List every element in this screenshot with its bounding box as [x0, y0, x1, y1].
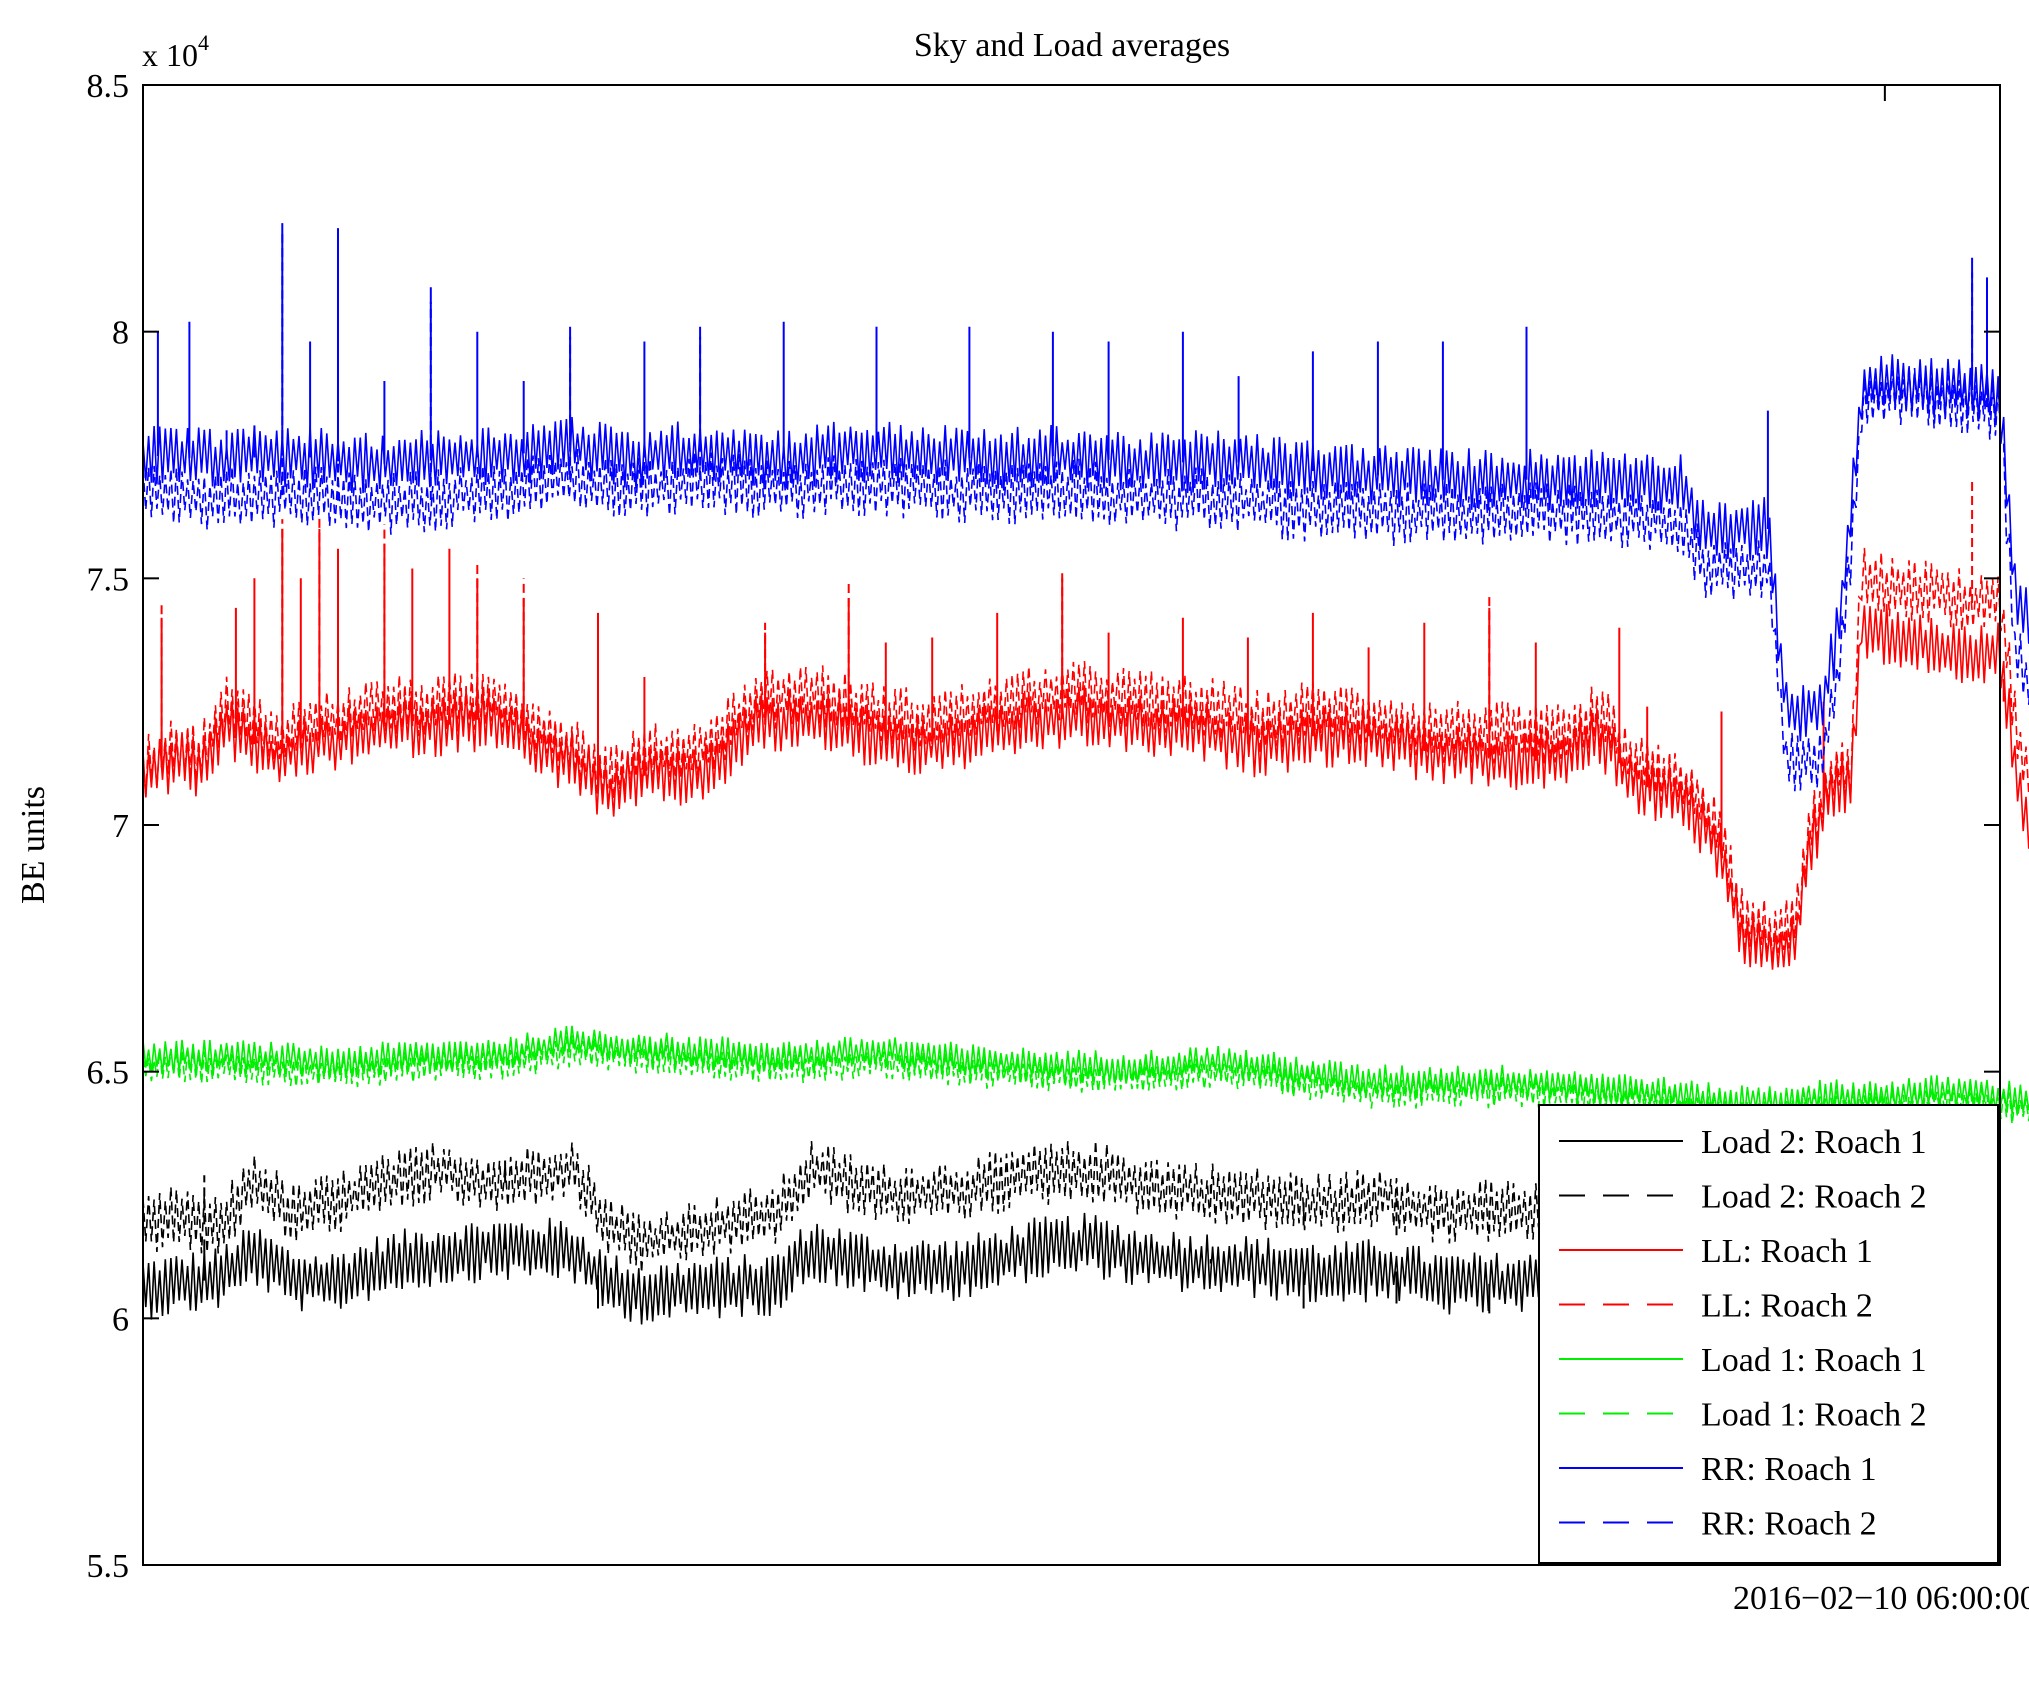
- series-5: [142, 1025, 2029, 1118]
- series-line: [142, 1034, 2029, 1127]
- y-exponent-power: 4: [198, 30, 209, 55]
- series-1: [142, 1212, 1796, 1364]
- legend-label: RR: Roach 2: [1701, 1506, 1877, 1543]
- legend-entry: LL: Roach 2: [1559, 1288, 1873, 1325]
- y-tick-label: 8: [112, 315, 129, 352]
- series-2: [142, 1140, 1796, 1273]
- legend-entry: Load 1: Roach 1: [1559, 1342, 1927, 1379]
- series-line: [142, 364, 2029, 792]
- series-line: [142, 1212, 1796, 1364]
- legend-label: Load 2: Roach 1: [1701, 1124, 1927, 1161]
- legend: Load 2: Roach 1 Load 2: Roach 2 LL: Roach …: [1538, 1104, 1999, 1564]
- legend-entry: Load 2: Roach 1: [1559, 1124, 1927, 1161]
- series-line: [142, 547, 2029, 961]
- series-4: [142, 479, 2029, 961]
- legend-label: LL: Roach 2: [1701, 1288, 1873, 1325]
- legend-entry: RR: Roach 1: [1559, 1451, 1877, 1488]
- legend-label: LL: Roach 1: [1701, 1233, 1873, 1270]
- x-tick-label: 2016−02−10 06:00:00: [1733, 1580, 2029, 1617]
- series-6: [142, 1034, 2029, 1127]
- series-line: [142, 604, 2029, 970]
- legend-label: Load 1: Roach 1: [1701, 1342, 1927, 1379]
- y-tick-label: 7: [112, 808, 129, 845]
- legend-entry: RR: Roach 2: [1559, 1506, 1877, 1543]
- y-tick-label: 8.5: [87, 68, 130, 105]
- legend-box: [1538, 1104, 1999, 1564]
- legend-entry: Load 1: Roach 2: [1559, 1397, 1927, 1434]
- y-tick-label: 5.5: [87, 1548, 130, 1585]
- y-tick-label: 6.5: [87, 1055, 130, 1092]
- legend-entry: Load 2: Roach 2: [1559, 1179, 1927, 1216]
- legend-entry: LL: Roach 1: [1559, 1233, 1873, 1270]
- y-exponent-label: x 104: [142, 30, 209, 73]
- series-layer: [142, 223, 2029, 1364]
- series-line: [142, 1025, 2029, 1118]
- legend-label: Load 2: Roach 2: [1701, 1179, 1927, 1216]
- chart-title: Sky and Load averages: [914, 27, 1230, 64]
- y-tick-label: 6: [112, 1301, 129, 1338]
- legend-label: RR: Roach 1: [1701, 1451, 1877, 1488]
- axis-layer: 5.5 6 6.5 7 7.5 8 8.5 2016−02−10 06:00:00: [87, 68, 2029, 1617]
- y-exponent-base: x 10: [142, 37, 198, 73]
- y-tick-label: 7.5: [87, 561, 130, 598]
- series-8: [142, 233, 2029, 792]
- y-axis-label: BE units: [15, 786, 52, 904]
- series-line: [142, 354, 2029, 742]
- legend-label: Load 1: Roach 2: [1701, 1397, 1927, 1434]
